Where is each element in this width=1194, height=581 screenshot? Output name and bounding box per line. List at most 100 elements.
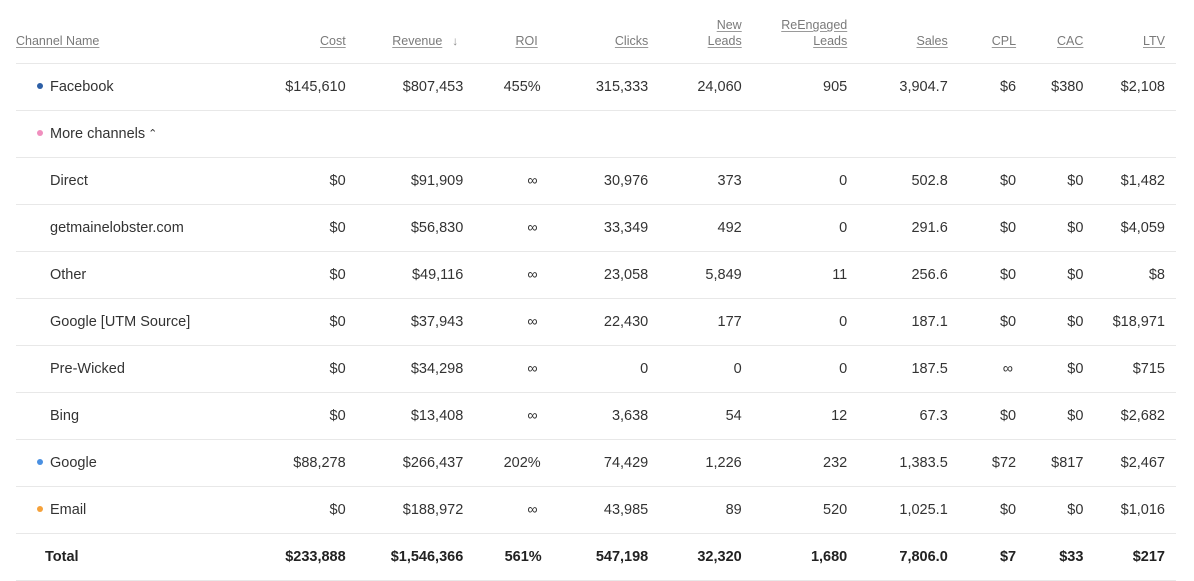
more-channels-label[interactable]: More channels	[50, 126, 146, 142]
empty-cell	[547, 110, 654, 158]
new-leads-header-label-line2[interactable]: Leads	[707, 34, 742, 48]
revenue-cell: $807,453	[345, 63, 464, 111]
reengaged-header-label-line2[interactable]: Leads	[813, 34, 848, 48]
sales-cell: 187.5	[853, 345, 954, 393]
ltv-header-label[interactable]: LTV	[1143, 34, 1165, 48]
sales-header-label[interactable]: Sales	[916, 34, 948, 48]
column-header-reengaged-leads[interactable]: ReEngaged Leads	[747, 0, 854, 64]
channel-name: Email	[50, 502, 87, 518]
revenue-cell: $188,972	[345, 486, 464, 534]
clicks-cell: 23,058	[547, 251, 654, 299]
column-header-cost[interactable]: Cost	[257, 0, 346, 64]
roi-cell: 455%	[463, 63, 548, 111]
reengaged-leads-cell: 0	[747, 204, 854, 252]
cac-cell: $0	[1016, 204, 1084, 252]
sales-cell: 1,025.1	[853, 486, 954, 534]
channel-name: Direct	[16, 157, 258, 205]
channel-table-container: Channel Name Cost Revenue ↓ ROI Clicks Ne…	[16, 0, 1176, 581]
cpl-cell: $72	[953, 439, 1017, 487]
reengaged-header-label-line1[interactable]: ReEngaged	[781, 18, 848, 32]
clicks-cell: 33,349	[547, 204, 654, 252]
channel-cell: Email	[16, 486, 258, 534]
table-row-pre-wicked: Pre-Wicked $0 $34,298 ∞ 0 0 0 187.5 ∞ $0…	[16, 345, 1176, 393]
reengaged-leads-cell: 232	[747, 439, 854, 487]
channel-name-header-label[interactable]: Channel Name	[16, 34, 100, 48]
facebook-color-dot	[37, 83, 43, 90]
table-row-bing: Bing $0 $13,408 ∞ 3,638 54 12 67.3 $0 $0…	[16, 392, 1176, 440]
table-row-total: Total $233,888 $1,546,366 561% 547,198 3…	[16, 533, 1176, 581]
new-leads-cell: 0	[653, 345, 748, 393]
ltv-cell: $8	[1083, 251, 1176, 299]
cost-cell: $0	[257, 204, 346, 252]
new-leads-cell: 177	[653, 298, 748, 346]
cpl-cell: $0	[953, 204, 1017, 252]
cost-header-label[interactable]: Cost	[319, 34, 346, 48]
chevron-up-icon[interactable]: ⌃	[148, 128, 158, 140]
cost-cell: $145,610	[257, 63, 346, 111]
column-header-roi[interactable]: ROI	[463, 0, 548, 64]
table-row-more-channels[interactable]: More channels ⌃	[16, 110, 1176, 158]
roi-cell: ∞	[463, 392, 548, 440]
cac-header-label[interactable]: CAC	[1057, 34, 1084, 48]
cost-cell: $0	[257, 345, 346, 393]
ltv-cell: $1,482	[1083, 157, 1176, 205]
column-header-clicks[interactable]: Clicks	[547, 0, 654, 64]
column-header-sales[interactable]: Sales	[853, 0, 954, 64]
channel-name: Other	[16, 251, 258, 299]
column-header-new-leads[interactable]: New Leads	[653, 0, 748, 64]
new-leads-cell: 5,849	[653, 251, 748, 299]
sales-cell: 502.8	[853, 157, 954, 205]
total-reengaged-leads-cell: 1,680	[747, 533, 854, 581]
column-header-revenue[interactable]: Revenue ↓	[345, 0, 464, 64]
column-header-cac[interactable]: CAC	[1016, 0, 1084, 64]
revenue-cell: $13,408	[345, 392, 464, 440]
total-cac-cell: $33	[1016, 533, 1084, 581]
sales-cell: 291.6	[853, 204, 954, 252]
sales-cell: 1,383.5	[853, 439, 954, 487]
total-ltv-cell: $217	[1083, 533, 1176, 581]
table-row-google: Google $88,278 $266,437 202% 74,429 1,22…	[16, 439, 1176, 487]
more-channels-color-dot	[37, 130, 43, 137]
sales-cell: 3,904.7	[853, 63, 954, 111]
new-leads-header-label-line1[interactable]: New	[716, 18, 742, 32]
reengaged-leads-cell: 0	[747, 345, 854, 393]
roi-header-label[interactable]: ROI	[515, 34, 538, 48]
revenue-header-label[interactable]: Revenue	[392, 34, 443, 48]
total-roi-cell: 561%	[463, 533, 548, 581]
cac-cell: $0	[1016, 392, 1084, 440]
cpl-cell: ∞	[953, 345, 1017, 393]
channel-cell: Google	[16, 439, 258, 487]
cpl-cell: $0	[953, 251, 1017, 299]
column-header-cpl[interactable]: CPL	[953, 0, 1017, 64]
cpl-cell: $0	[953, 392, 1017, 440]
total-label: Total	[16, 533, 258, 581]
clicks-header-label[interactable]: Clicks	[614, 34, 649, 48]
more-channels-toggle[interactable]: More channels ⌃	[16, 110, 258, 158]
roi-cell: ∞	[463, 486, 548, 534]
channel-name: Google [UTM Source]	[16, 298, 258, 346]
reengaged-leads-cell: 905	[747, 63, 854, 111]
cpl-header-label[interactable]: CPL	[991, 34, 1017, 48]
clicks-cell: 22,430	[547, 298, 654, 346]
cac-cell: $0	[1016, 298, 1084, 346]
column-header-channel-name[interactable]: Channel Name	[16, 0, 258, 64]
new-leads-cell: 492	[653, 204, 748, 252]
cpl-cell: $0	[953, 298, 1017, 346]
new-leads-cell: 89	[653, 486, 748, 534]
channel-cell: Facebook	[16, 63, 258, 111]
empty-cell	[1083, 110, 1176, 158]
sort-descending-icon[interactable]: ↓	[452, 34, 459, 48]
ltv-cell: $2,682	[1083, 392, 1176, 440]
header-row: Channel Name Cost Revenue ↓ ROI Clicks Ne…	[16, 0, 1176, 64]
ltv-cell: $18,971	[1083, 298, 1176, 346]
revenue-cell: $56,830	[345, 204, 464, 252]
empty-cell	[345, 110, 464, 158]
ltv-cell: $715	[1083, 345, 1176, 393]
table-row-other: Other $0 $49,116 ∞ 23,058 5,849 11 256.6…	[16, 251, 1176, 299]
table-row-facebook: Facebook $145,610 $807,453 455% 315,333 …	[16, 63, 1176, 111]
empty-cell	[853, 110, 954, 158]
total-cpl-cell: $7	[953, 533, 1017, 581]
column-header-ltv[interactable]: LTV	[1083, 0, 1176, 64]
revenue-cell: $34,298	[345, 345, 464, 393]
clicks-cell: 43,985	[547, 486, 654, 534]
